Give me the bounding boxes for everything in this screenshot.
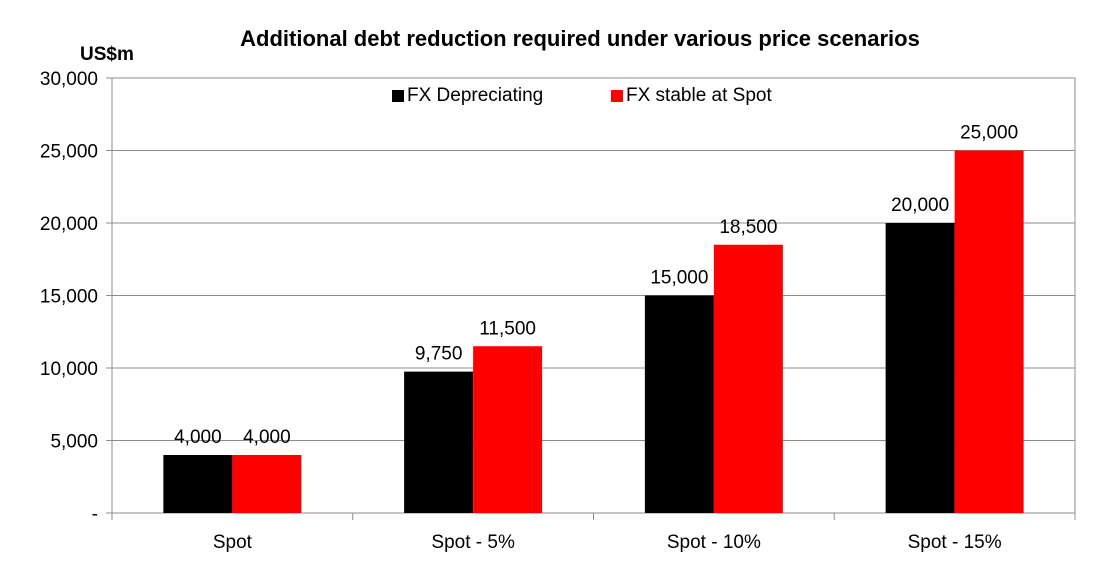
chart-title: Additional debt reduction required under…	[240, 26, 920, 51]
data-labels: 4,000 4,000 9,750 11,500 15,000 18,500 20,000 2…	[174, 123, 1018, 449]
legend-swatch	[392, 90, 404, 102]
y-tick-label: 25,000	[40, 142, 98, 163]
bars	[163, 150, 1024, 513]
bar-fx-depreciating	[163, 455, 233, 513]
bar-fx-depreciating	[885, 223, 955, 513]
legend-label: FX stable at Spot	[626, 85, 772, 106]
y-tick-label: 30,000	[40, 69, 98, 90]
x-tick-label: Spot	[213, 532, 253, 553]
data-label: 4,000	[174, 427, 222, 448]
bar-fx-stable	[954, 150, 1024, 513]
data-label: 9,750	[415, 344, 463, 365]
legend-label: FX Depreciating	[407, 85, 543, 106]
y-tick-label: 5,000	[50, 432, 98, 453]
data-label: 11,500	[479, 318, 536, 339]
y-tick-label: 20,000	[40, 214, 98, 235]
y-axis-label: US$m	[80, 44, 134, 65]
data-label: 25,000	[960, 123, 1018, 144]
legend-swatch	[611, 90, 623, 102]
bar-fx-depreciating	[644, 295, 714, 513]
legend: FX Depreciating FX stable at Spot	[392, 85, 772, 106]
y-tick-label: 10,000	[40, 359, 98, 380]
data-label: 18,500	[719, 217, 777, 238]
y-tick-label: -	[92, 504, 98, 525]
bar-fx-stable	[232, 455, 302, 513]
bar-fx-stable	[473, 346, 543, 513]
bar-fx-depreciating	[404, 371, 474, 513]
data-label: 15,000	[650, 268, 708, 289]
x-tick-label: Spot - 15%	[908, 532, 1002, 553]
data-label: 4,000	[243, 427, 291, 448]
x-tick-label: Spot - 5%	[431, 532, 515, 553]
y-tick-label: 15,000	[40, 287, 98, 308]
data-label: 20,000	[891, 195, 949, 216]
x-tick-label: Spot - 10%	[667, 532, 761, 553]
axes: - 5,000 10,000 15,000 20,000 25,000 30,000 Spot…	[40, 69, 1076, 553]
bar-fx-stable	[713, 244, 783, 513]
